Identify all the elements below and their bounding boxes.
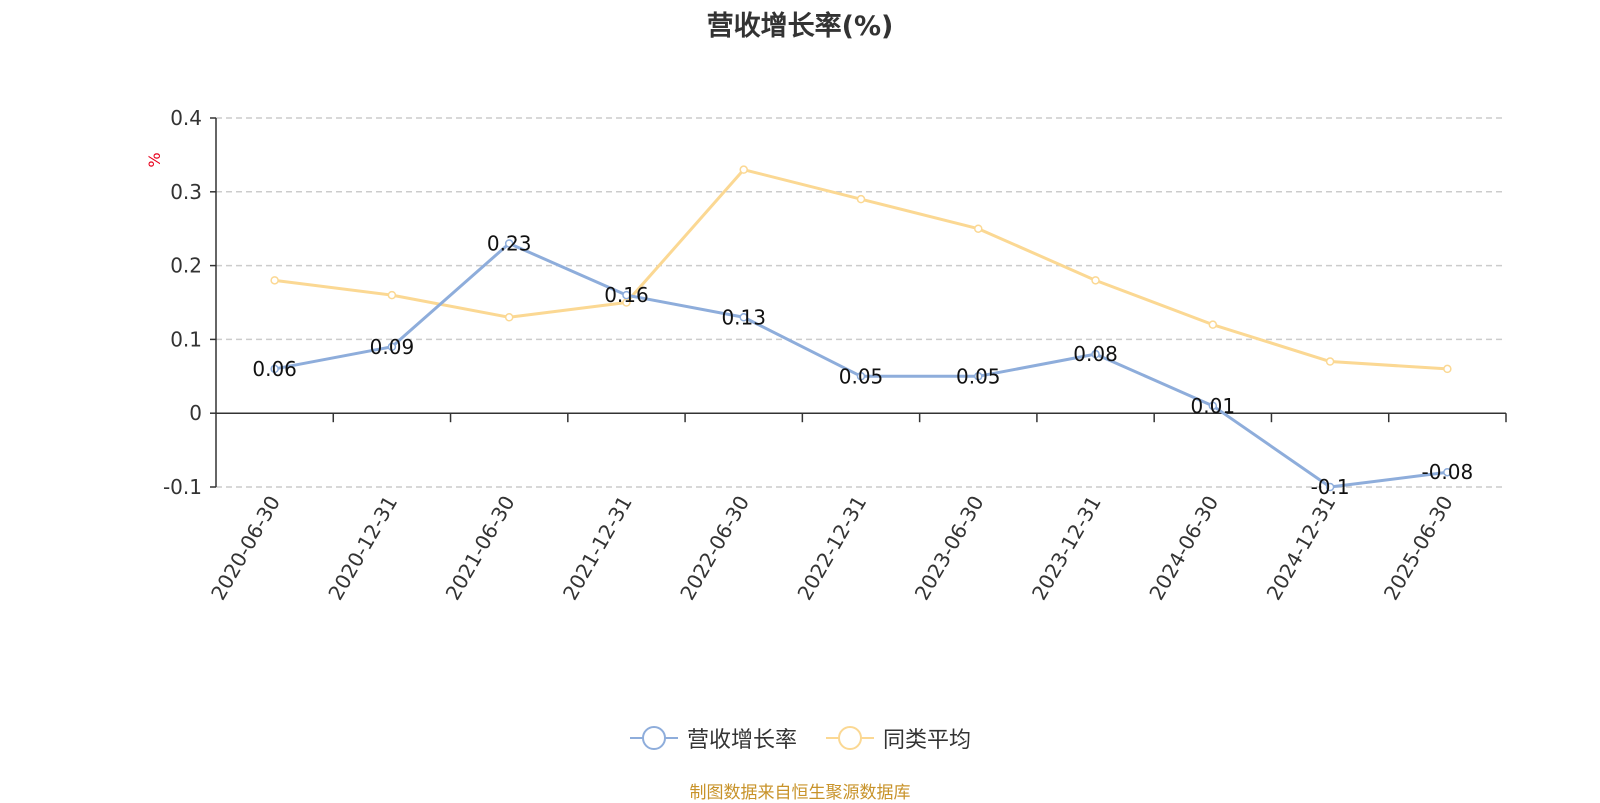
data-label: 0.05 bbox=[839, 364, 884, 388]
data-point bbox=[974, 224, 983, 233]
y-tick-label: 0 bbox=[189, 401, 202, 425]
x-tick-label: 2020-12-31 bbox=[323, 491, 402, 604]
data-label: 0.06 bbox=[252, 357, 297, 381]
x-tick-label: 2024-12-31 bbox=[1262, 492, 1341, 605]
data-point bbox=[1208, 401, 1218, 411]
data-label: -0.1 bbox=[1311, 475, 1350, 499]
data-point bbox=[1443, 364, 1452, 374]
data-point bbox=[856, 372, 866, 381]
data-point bbox=[504, 313, 514, 322]
x-tick-label: 2020-06-30 bbox=[206, 492, 285, 605]
data-point bbox=[387, 342, 397, 352]
axes: -0.1 0 0.1 0.2 0.3 0.4 2020-06-30 2020-12-31 202… bbox=[163, 106, 1507, 605]
x-tick-label: 2021-06-30 bbox=[441, 492, 520, 605]
legend-marker-icon bbox=[826, 726, 874, 750]
data-label: 0.16 bbox=[604, 283, 649, 307]
x-tick-label: 2023-06-30 bbox=[910, 492, 989, 605]
data-point bbox=[1325, 357, 1335, 366]
data-point bbox=[387, 290, 397, 300]
legend-marker-icon bbox=[629, 726, 678, 750]
x-tick-label: 2024-06-30 bbox=[1144, 492, 1223, 605]
data-label: 0.08 bbox=[1073, 342, 1118, 366]
x-tick-label: 2021-12-31 bbox=[558, 492, 637, 605]
data-point bbox=[270, 364, 279, 374]
y-tick-label: 0.3 bbox=[170, 180, 202, 204]
x-tick-label: 2023-12-31 bbox=[1027, 492, 1106, 605]
line-chart: -0.1 0 0.1 0.2 0.3 0.4 2020-06-30 2020-12-31 202… bbox=[145, 106, 1507, 605]
chart-title: 营收增长率(%) bbox=[706, 11, 894, 42]
data-point bbox=[622, 290, 631, 300]
y-tick-label: 0.1 bbox=[170, 327, 202, 351]
data-label: 0.09 bbox=[370, 335, 415, 359]
data-point bbox=[856, 194, 866, 204]
data-label: 0.23 bbox=[487, 231, 532, 255]
x-tick-label: 2025-06-30 bbox=[1379, 492, 1458, 605]
data-point bbox=[1208, 320, 1218, 329]
legend-item[interactable]: 同类平均 bbox=[825, 722, 971, 754]
series-lines bbox=[270, 165, 1452, 492]
data-label: 0.05 bbox=[956, 364, 1001, 388]
data-point bbox=[974, 372, 983, 381]
data-point bbox=[1091, 276, 1100, 285]
x-tick-label: 2022-06-30 bbox=[675, 492, 754, 605]
y-tick-label: 0.4 bbox=[170, 106, 202, 130]
data-point bbox=[739, 165, 748, 174]
legend: 营收增长率 同类平均 bbox=[0, 722, 1600, 754]
y-tick-label: 0.2 bbox=[170, 254, 202, 278]
source-footer: 制图数据来自恒生聚源数据库 bbox=[689, 783, 911, 803]
data-point bbox=[504, 239, 514, 248]
data-label: 0.13 bbox=[721, 305, 766, 329]
data-point bbox=[1325, 482, 1335, 492]
legend-label: 同类平均 bbox=[883, 728, 972, 753]
y-tick-label: -0.1 bbox=[163, 475, 202, 499]
x-tick-label: 2022-12-31 bbox=[792, 492, 871, 605]
data-point bbox=[270, 276, 279, 285]
y-axis-unit-label: % bbox=[145, 152, 164, 167]
data-point bbox=[1443, 467, 1452, 477]
legend-item[interactable]: 营收增长率 bbox=[629, 722, 797, 754]
grid-lines bbox=[216, 117, 1506, 488]
data-label: -0.08 bbox=[1421, 460, 1473, 484]
data-point bbox=[739, 313, 748, 322]
data-point bbox=[1091, 349, 1100, 359]
data-label: 0.01 bbox=[1191, 394, 1236, 418]
data-labels: 0.06 0.09 0.23 0.16 0.13 0.05 0.05 0.08 0.01 -0.1… bbox=[252, 231, 1473, 499]
legend-label: 营收增长率 bbox=[686, 728, 797, 753]
